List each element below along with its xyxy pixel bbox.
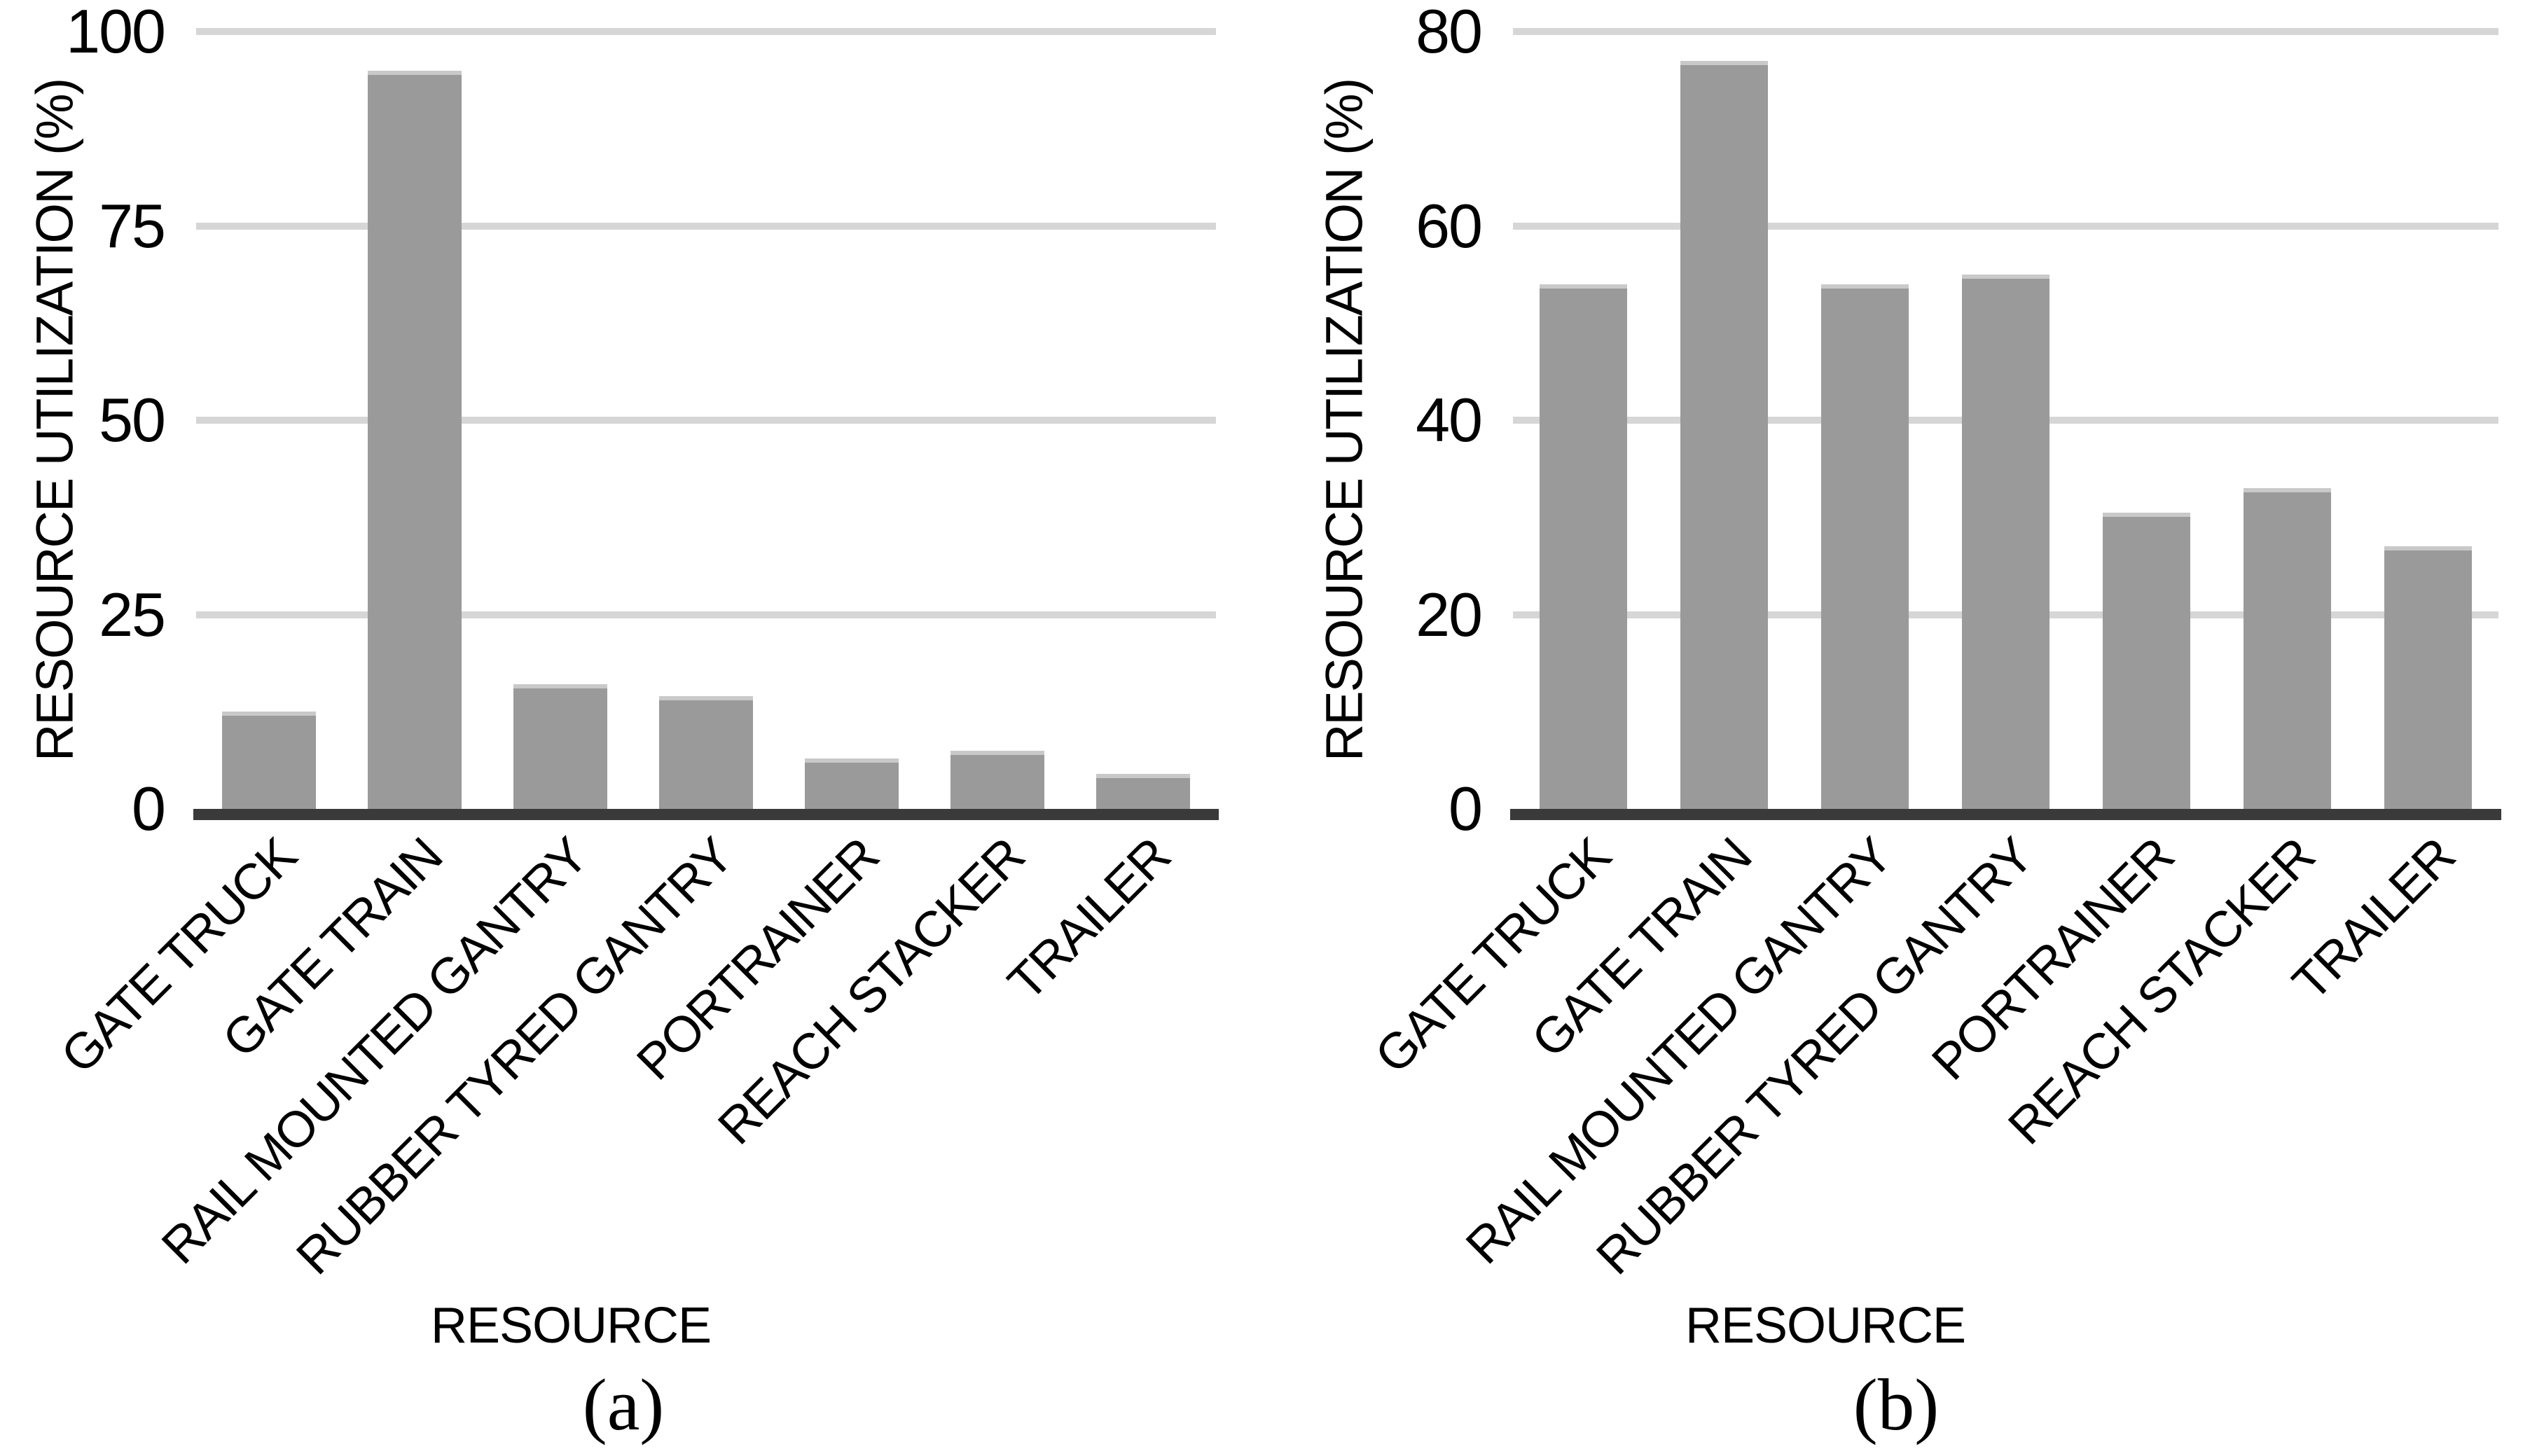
y-tick-label: 75 xyxy=(99,190,166,261)
bar-slot: PORTRAINER xyxy=(1921,32,2217,1090)
x-tick-label: TRAILER xyxy=(997,828,1181,1011)
gridline xyxy=(196,28,1216,35)
bars-area: GATE TRUCK GATE TRAIN RAIL MOUNTED GANTRY R… xyxy=(50,32,1216,1285)
y-tick-label: 80 xyxy=(1416,0,1483,66)
bar xyxy=(1821,284,1909,809)
bar-slot: REACH STACKER xyxy=(1998,32,2358,1155)
panel-caption-a: (a) xyxy=(582,1364,665,1445)
bar-slot: GATE TRAIN xyxy=(212,32,488,1068)
bar xyxy=(2384,546,2472,809)
bar-slot: RAIL MOUNTED GANTRY xyxy=(1456,32,1935,1275)
x-axis-line xyxy=(1510,809,2501,820)
bar xyxy=(513,684,607,809)
bar xyxy=(805,758,899,809)
bar-slot: PORTRAINER xyxy=(626,32,925,1090)
bar-slot: TRAILER xyxy=(997,32,1216,1011)
gridline xyxy=(1513,222,2498,230)
x-axis-line xyxy=(193,809,1219,820)
y-tick-label: 25 xyxy=(99,579,166,649)
gridline xyxy=(196,222,1216,230)
y-tick-label: 100 xyxy=(66,0,166,66)
plot-area-b: 0 20 40 60 80 GATE TRUCK GATE TRAIN RAIL MOUNTE… xyxy=(1364,1,2501,1285)
bar xyxy=(222,712,316,809)
bar-slot: RUBBER TYRED GANTRY xyxy=(1586,32,2076,1285)
plot-area-a: 0 25 50 75 100 GATE TRUCK GATE TRAIN RAIL MOUNT… xyxy=(50,1,1219,1285)
y-tick-label: 40 xyxy=(1416,385,1483,455)
x-axis-title: RESOURCE xyxy=(1685,1298,1966,1354)
bar xyxy=(1962,274,2049,809)
x-axis-title: RESOURCE xyxy=(430,1298,712,1354)
y-tick-label: 20 xyxy=(1416,579,1483,649)
bars-area: GATE TRUCK GATE TRAIN RAIL MOUNTED GANTRY R… xyxy=(1364,32,2498,1285)
bar xyxy=(1680,60,1768,809)
bar-slot: RUBBER TYRED GANTRY xyxy=(286,32,779,1285)
bar xyxy=(1096,774,1190,809)
y-axis-title: RESOURCE UTILIZATION (%) xyxy=(25,78,84,762)
bar xyxy=(2103,512,2190,809)
y-tick-label: 0 xyxy=(132,774,166,843)
bar-slot: TRAILER xyxy=(2283,32,2498,1011)
bar-slot: RAIL MOUNTED GANTRY xyxy=(151,32,633,1275)
y-tick-label: 0 xyxy=(1449,774,1483,843)
bar xyxy=(1540,284,1627,809)
bar-slot: GATE TRUCK xyxy=(50,32,342,1084)
bar-slot: REACH STACKER xyxy=(708,32,1070,1155)
y-tick-label: 60 xyxy=(1416,190,1483,261)
bar-slot: GATE TRUCK xyxy=(1364,32,1654,1084)
bar xyxy=(368,70,462,809)
gridline xyxy=(196,611,1216,618)
bar xyxy=(659,696,753,809)
chart-panel-a: RESOURCE UTILIZATION (%) 0 25 50 75 100 GATE … xyxy=(0,0,1268,1456)
bar xyxy=(2244,488,2331,809)
bar-slot: GATE TRAIN xyxy=(1521,32,1795,1068)
y-axis-title: RESOURCE UTILIZATION (%) xyxy=(1315,78,1374,762)
chart-panel-b: RESOURCE UTILIZATION (%) 0 20 40 60 80 GATE T… xyxy=(1268,0,2537,1456)
gridline xyxy=(196,417,1216,424)
bar xyxy=(950,750,1044,809)
y-tick-label: 50 xyxy=(99,385,166,455)
gridline xyxy=(1513,28,2498,35)
panel-caption-b: (b) xyxy=(1853,1364,1940,1445)
